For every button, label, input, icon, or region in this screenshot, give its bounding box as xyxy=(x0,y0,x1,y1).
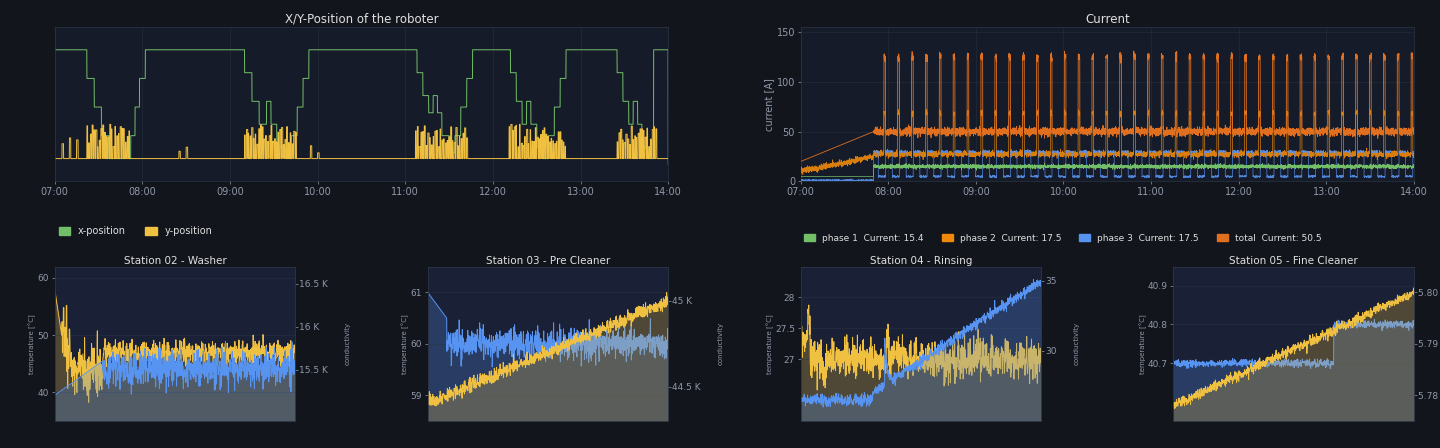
Y-axis label: temperature [°C]: temperature [°C] xyxy=(402,314,409,374)
Title: Station 05 - Fine Cleaner: Station 05 - Fine Cleaner xyxy=(1230,256,1358,266)
Y-axis label: conductivity: conductivity xyxy=(346,322,351,366)
Title: Station 02 - Washer: Station 02 - Washer xyxy=(124,256,226,266)
Legend: x-position, y-position: x-position, y-position xyxy=(55,223,216,240)
Y-axis label: temperature [°C]: temperature [°C] xyxy=(766,314,773,374)
Y-axis label: conductivity: conductivity xyxy=(1073,322,1080,366)
Title: Current: Current xyxy=(1084,13,1130,26)
Y-axis label: current [A]: current [A] xyxy=(763,78,773,131)
Legend: phase 1  Current: 15.4, phase 2  Current: 17.5, phase 3  Current: 17.5, total  C: phase 1 Current: 15.4, phase 2 Current: … xyxy=(801,230,1325,246)
Y-axis label: temperature [°C]: temperature [°C] xyxy=(1139,314,1146,374)
Title: Station 03 - Pre Cleaner: Station 03 - Pre Cleaner xyxy=(485,256,611,266)
Y-axis label: temperature [°C]: temperature [°C] xyxy=(29,314,36,374)
Y-axis label: conductivity: conductivity xyxy=(717,322,724,366)
Title: X/Y-Position of the roboter: X/Y-Position of the roboter xyxy=(285,13,438,26)
Title: Station 04 - Rinsing: Station 04 - Rinsing xyxy=(870,256,972,266)
